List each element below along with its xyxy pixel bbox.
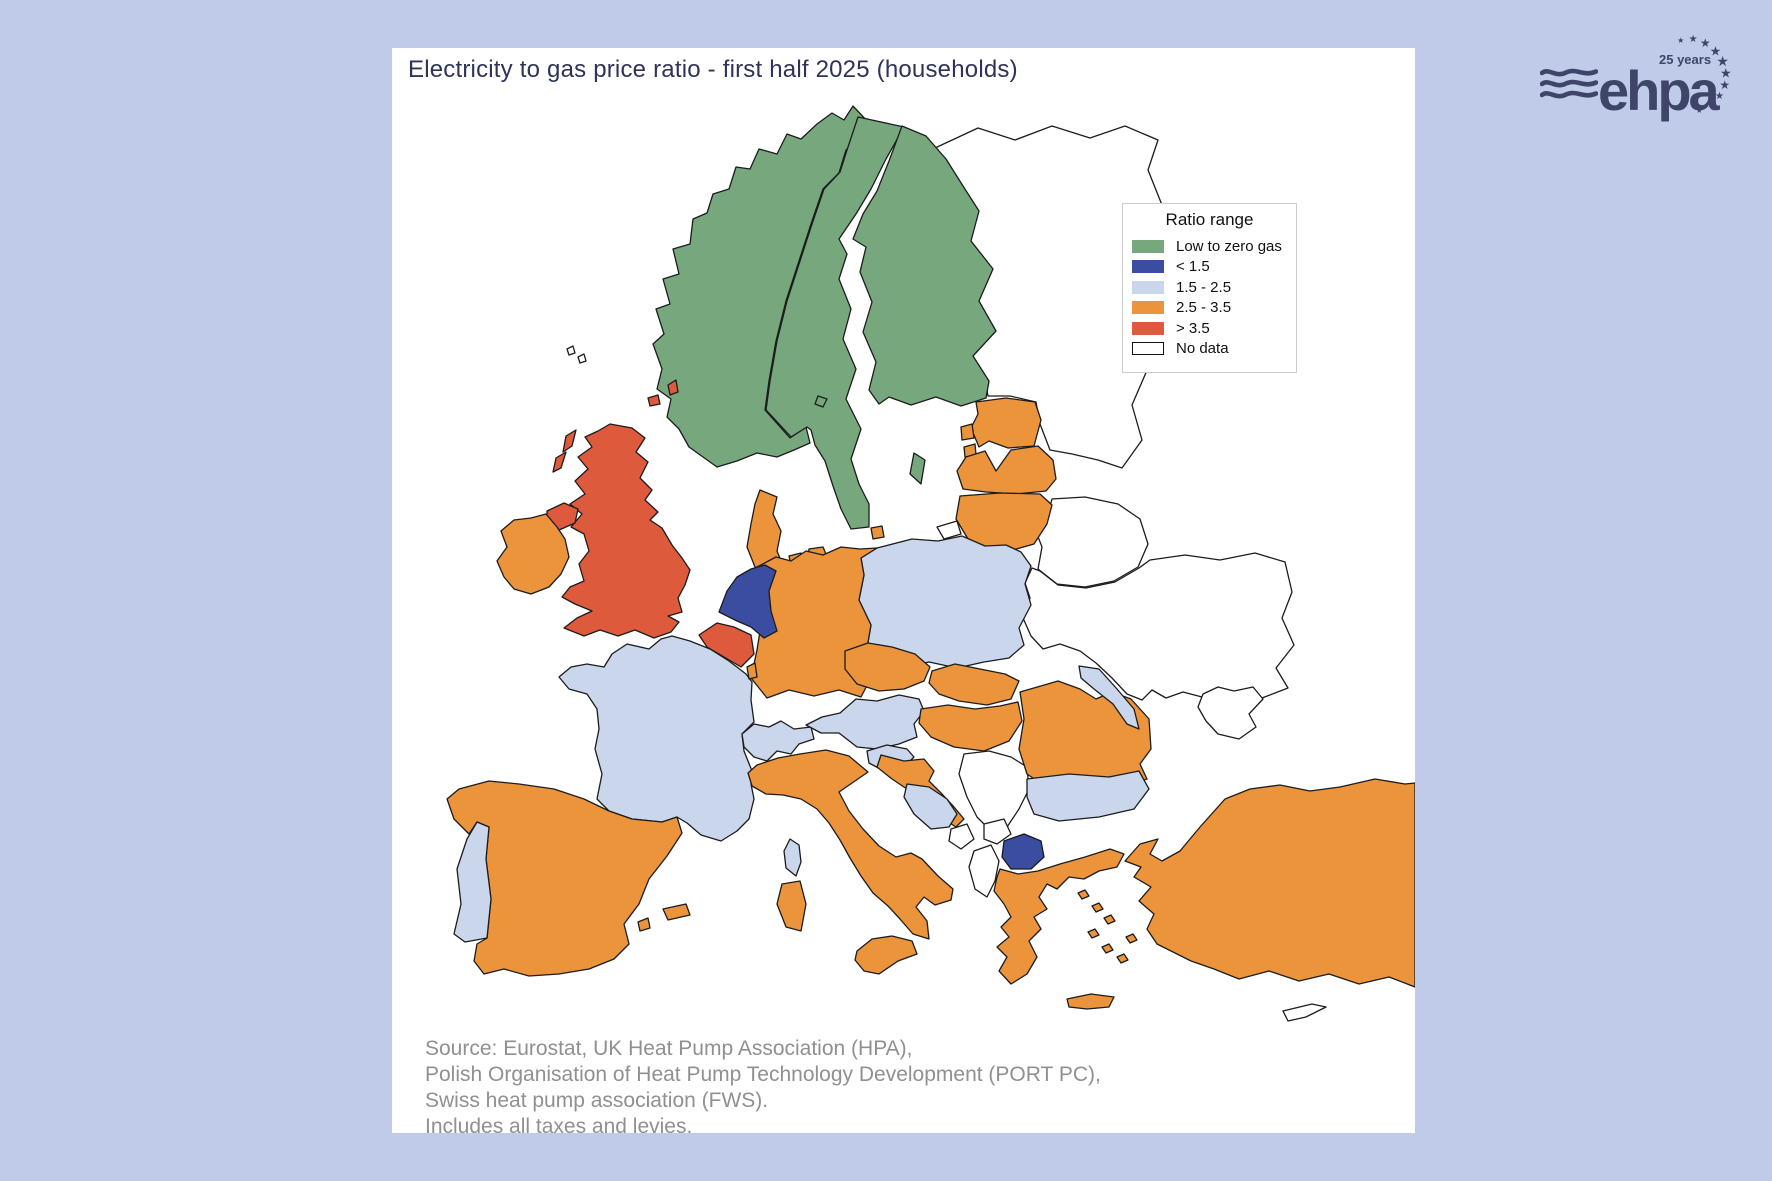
source-note: Source: Eurostat, UK Heat Pump Associati… [425,1036,1101,1140]
country-greece [993,848,1125,985]
country-luxembourg [746,662,758,680]
island-cyprus [1282,1003,1327,1022]
aegean-island [1087,928,1100,939]
source-line: Polish Organisation of Heat Pump Technol… [425,1063,1101,1086]
country-netherlands [718,564,778,639]
legend-item: < 1.5 [1123,257,1296,278]
island-sicily [854,935,918,975]
star-icon: ★ [1688,34,1698,46]
country-portugal [453,821,492,943]
source-line: Includes all taxes and levies. [425,1115,693,1138]
island-aland [814,395,828,408]
legend-label: > 3.5 [1176,319,1210,337]
island-saaremaa [960,423,975,441]
country-lithuania [955,492,1053,552]
legend-label: < 1.5 [1176,258,1210,276]
logo-25-years: 25 years [1659,52,1712,67]
legend-label: No data [1176,340,1229,358]
aegean-island [1077,889,1090,900]
star-icon: ★ [1716,52,1729,69]
country-czechia [844,642,931,692]
country-slovakia [928,663,1020,706]
country-serbia [958,750,1030,832]
island-ibiza [637,917,651,932]
country-bosnia [903,783,958,830]
island-orkney [647,394,661,407]
country-turkey [1124,778,1415,988]
country-latvia [956,445,1057,495]
country-sweden [765,116,905,530]
legend-item: > 3.5 [1123,318,1296,339]
source-line: Source: Eurostat, UK Heat Pump Associati… [425,1037,913,1060]
aegean-island [1091,902,1104,913]
island-mallorca [662,903,691,921]
page-title: Electricity to gas price ratio - first h… [408,56,1018,83]
country-bulgaria [1026,770,1150,822]
country-estonia [970,397,1042,449]
legend-item: 1.5 - 2.5 [1123,277,1296,298]
island-bornholm [870,525,885,540]
waves-icon [1540,68,1598,99]
star-icon: ★ [1715,90,1724,102]
legend-swatch [1132,260,1164,274]
ehpa-logo: ehpa 25 years ★ ★ ★ ★ ★ ★ ★ ★ ★ ★ [1540,28,1772,128]
legend-item: 2.5 - 3.5 [1123,298,1296,319]
legend-label: Low to zero gas [1176,237,1282,255]
legend-item: No data [1123,339,1296,360]
europe-choropleth-map [446,105,1415,1022]
star-icon: ★ [1695,105,1703,115]
island-faroe [577,353,587,364]
country-kosovo [983,818,1012,845]
island-crete [1066,993,1115,1010]
legend-swatch [1132,280,1164,294]
legend-label: 1.5 - 2.5 [1176,278,1232,296]
country-finland [852,125,997,407]
country-norway [652,105,869,468]
star-icon: ★ [1719,78,1731,93]
country-north-macedonia [1001,833,1045,870]
legend-item: Low to zero gas [1123,236,1296,257]
legend-swatch [1132,342,1164,356]
island-gotland [909,452,926,485]
aegean-island [1116,953,1129,964]
country-crimea [1197,686,1264,740]
star-icon: ★ [1720,65,1732,81]
country-united-kingdom [561,423,691,639]
island-corsica [783,838,802,877]
aegean-island [1103,914,1116,925]
country-austria [805,694,925,750]
aegean-island [1101,943,1114,954]
island-hebrides [562,429,577,453]
legend-label: 2.5 - 3.5 [1176,299,1232,317]
legend-swatch [1132,301,1164,315]
legend-rows: Low to zero gas < 1.5 1.5 - 2.5 2.5 - 3.5 > … [1123,236,1296,359]
region-kaliningrad [936,520,962,540]
star-icon: ★ [1706,99,1715,110]
island-hebrides [552,451,567,473]
country-hungary [918,701,1023,752]
country-albania [968,844,1000,898]
country-ukraine [1022,552,1295,701]
island-faroe [566,345,576,356]
source-line: Swiss heat pump association (FWS). [425,1089,769,1112]
star-icon: ★ [1699,36,1711,51]
country-moldova [1078,665,1140,730]
country-montenegro [948,823,975,850]
aegean-island [1125,933,1138,944]
legend-swatch [1132,239,1164,253]
legend-swatch [1132,321,1164,335]
country-ireland [496,513,570,595]
legend-title: Ratio range [1165,210,1254,229]
map-panel: Electricity to gas price ratio - first h… [392,48,1415,1138]
star-icon: ★ [1709,43,1722,59]
logo-wordmark: ehpa [1598,59,1720,122]
legend: Ratio range Low to zero gas < 1.5 1.5 - 2.… [1122,203,1297,373]
island-shetland [667,379,679,396]
country-italy [747,749,954,940]
star-icon: ★ [1677,36,1685,46]
country-belgium [698,622,755,668]
country-switzerland [741,720,815,762]
island-sardinia [776,880,807,932]
